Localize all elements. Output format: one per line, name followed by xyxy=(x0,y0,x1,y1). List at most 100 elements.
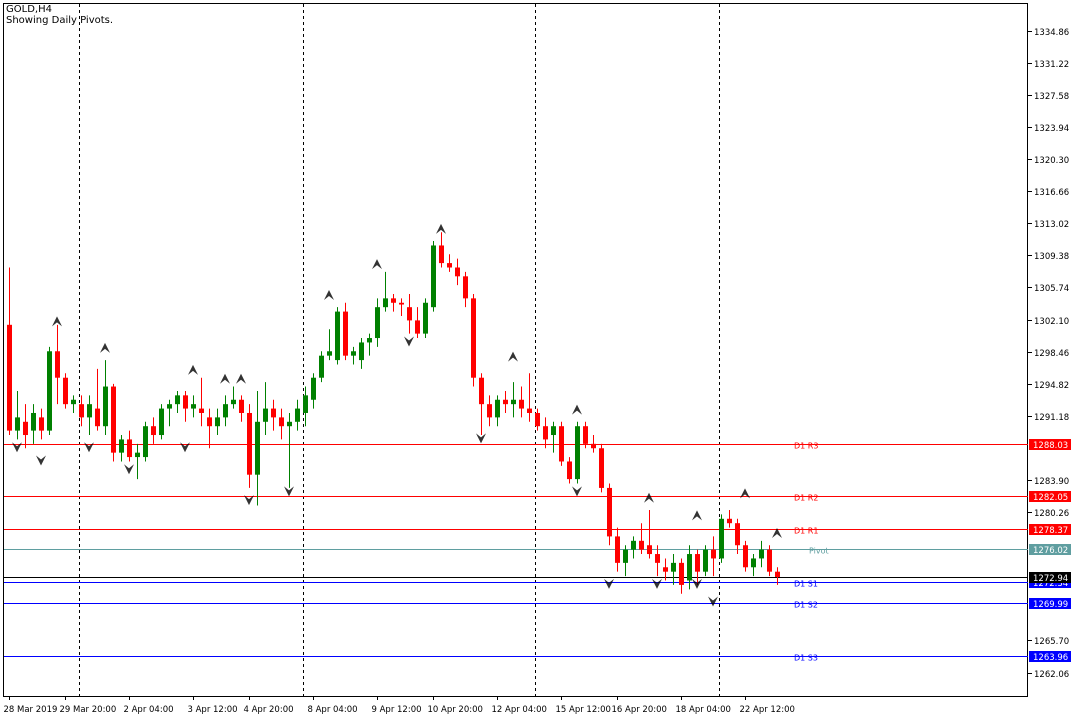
x-tick-label: 29 Mar 20:00 xyxy=(60,705,117,715)
candle-bull xyxy=(431,245,436,308)
candle-bull xyxy=(327,351,332,356)
fractal-down-arrow xyxy=(284,486,294,497)
fractal-down-arrow xyxy=(708,596,718,607)
candle-bear xyxy=(767,549,772,572)
fractal-up-arrow xyxy=(52,316,62,327)
candle-bull xyxy=(319,355,324,378)
price-tag-box xyxy=(1029,598,1071,609)
y-tick-label: 1280.26 xyxy=(1034,509,1069,519)
candle-bear xyxy=(55,351,60,378)
candle-bear xyxy=(679,562,684,585)
candle-bull xyxy=(191,404,196,409)
x-tick-label: 12 Apr 04:00 xyxy=(492,705,547,715)
candle-bear xyxy=(503,399,508,405)
fractal-down-arrow xyxy=(244,495,254,506)
price-axis: 1334.86 1331.22 1327.58 1323.94 1320.30 1316.… xyxy=(1028,28,1069,680)
candle-bull xyxy=(159,408,164,436)
candle-bull xyxy=(295,408,300,422)
y-tick-label: 1316.66 xyxy=(1034,188,1069,198)
candle-bear xyxy=(743,545,748,568)
x-tick-label: 3 Apr 12:00 xyxy=(188,705,238,715)
candle-bull xyxy=(255,421,260,475)
candle-bear xyxy=(647,545,652,555)
candle-bull xyxy=(359,342,364,361)
candle-bull xyxy=(687,554,692,581)
y-tick-label: 1334.86 xyxy=(1034,28,1069,38)
price-tag-box xyxy=(1029,544,1071,555)
candle-bear xyxy=(199,408,204,413)
candle-bull xyxy=(47,351,52,431)
candle-bear xyxy=(399,302,404,305)
candle-bear xyxy=(471,298,476,378)
x-tick-label: 16 Apr 20:00 xyxy=(612,705,667,715)
price-tag-label: 1276.02 xyxy=(1033,546,1068,556)
candle-bear xyxy=(711,549,716,559)
candle-bear xyxy=(735,523,740,546)
y-tick-label: 1305.74 xyxy=(1034,284,1069,294)
y-tick-label: 1309.38 xyxy=(1034,252,1069,262)
y-tick-label: 1327.58 xyxy=(1034,92,1069,102)
price-tag-label: 1278.37 xyxy=(1033,526,1068,536)
candle-bull xyxy=(167,404,172,409)
candle-bull xyxy=(495,399,500,418)
x-tick-label: 8 Apr 04:00 xyxy=(308,705,358,715)
candle-bear xyxy=(591,443,596,449)
price-tag-box xyxy=(1029,651,1071,662)
candle-bear xyxy=(391,298,396,303)
candle-bear xyxy=(599,448,604,488)
candle-bull xyxy=(335,311,340,361)
candle-bear xyxy=(663,567,668,572)
x-tick-label: 2 Apr 04:00 xyxy=(124,705,174,715)
candle-bull xyxy=(751,558,756,568)
candle-bear xyxy=(151,426,156,436)
candle-bull xyxy=(263,408,268,422)
candle-bull xyxy=(103,386,108,427)
price-tag-label: 1288.03 xyxy=(1033,441,1068,451)
fractal-down-arrow xyxy=(12,442,22,453)
candle-bull xyxy=(719,518,724,559)
candle-bear xyxy=(111,386,116,453)
candle-bear xyxy=(775,571,780,577)
candle-bull xyxy=(575,426,580,480)
candle-bull xyxy=(31,412,36,431)
x-tick-label: 28 Mar 2019 xyxy=(4,705,58,715)
candle-bull xyxy=(423,302,428,334)
plot-frame xyxy=(3,3,1028,697)
candle-bear xyxy=(407,307,412,321)
y-tick-label: 1265.70 xyxy=(1034,637,1069,647)
candle-bear xyxy=(487,404,492,418)
candle-bear xyxy=(695,554,700,572)
time-axis: 28 Mar 2019 29 Mar 20:00 2 Apr 04:00 3 Apr … xyxy=(4,696,795,715)
y-tick-label: 1320.30 xyxy=(1034,156,1069,166)
candle-bear xyxy=(559,426,564,462)
price-tag-box xyxy=(1029,439,1071,450)
fractal-up-arrow xyxy=(324,289,334,300)
fractal-down-arrow xyxy=(604,578,614,589)
pivot-label: D1 R1 xyxy=(794,527,818,536)
fractal-down-arrow xyxy=(84,442,94,453)
candle-bull xyxy=(351,351,356,356)
price-tag-box xyxy=(1029,491,1071,502)
fractal-down-arrow xyxy=(124,464,134,475)
x-tick-label: 10 Apr 20:00 xyxy=(428,705,483,715)
candle-bear xyxy=(527,408,532,413)
candle-bear xyxy=(207,417,212,427)
fractal-up-arrow xyxy=(372,259,382,270)
candle-bear xyxy=(655,554,660,563)
candle-bull xyxy=(223,404,228,418)
candle-bull xyxy=(175,395,180,405)
price-tag-label: 1263.96 xyxy=(1033,653,1068,663)
y-tick-label: 1323.94 xyxy=(1034,124,1069,134)
fractal-down-arrow xyxy=(572,486,582,497)
fractal-up-arrow xyxy=(572,404,582,415)
session-separators xyxy=(79,4,720,696)
candle-bear xyxy=(439,245,444,264)
candle-bull xyxy=(15,417,20,431)
x-tick-label: 4 Apr 20:00 xyxy=(244,705,294,715)
fractals xyxy=(12,223,782,607)
candle-bear xyxy=(567,461,572,480)
candle-bear xyxy=(447,263,452,268)
fractal-up-arrow xyxy=(236,373,246,384)
fractal-down-arrow xyxy=(36,455,46,466)
